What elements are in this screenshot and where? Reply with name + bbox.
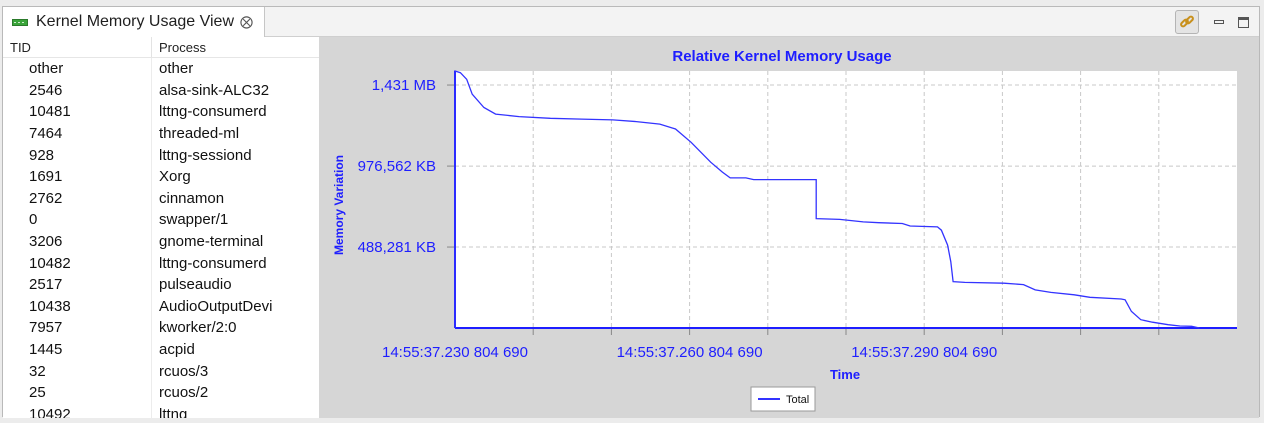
column-header-tid[interactable]: TID [3, 37, 152, 57]
table-row[interactable]: 10481 lttng-consumerd [3, 101, 319, 123]
cell-process: AudioOutputDevi [159, 297, 273, 315]
kernel-memory-usage-view: Kernel Memory Usage View ⨂ TID Process o… [2, 6, 1260, 418]
cell-process: rcuos/2 [159, 384, 209, 402]
cell-tid: 32 [3, 360, 152, 382]
series-line-total [454, 70, 1200, 329]
table-row[interactable]: 25 rcuos/2 [3, 381, 319, 404]
table-row[interactable]: 0 swapper/1 [3, 209, 319, 231]
y-axis-label: Memory Variation [332, 155, 346, 255]
table-row[interactable]: 2762 cinnamon [3, 187, 319, 210]
table-row[interactable]: 7957 kworker/2:0 [3, 317, 319, 339]
cell-process: Xorg [159, 168, 191, 186]
cell-process: lttng-consumerd [159, 103, 267, 121]
y-tick-label: 1,431 MB [372, 77, 436, 94]
cell-tid: 10438 [3, 295, 152, 318]
memory-chart: Relative Kernel Memory Usage 1,431 MB 976,… [319, 37, 1259, 418]
table-row[interactable]: 2546 alsa-sink-ALC32 [3, 79, 319, 102]
x-tick-label: 14:55:37.290 804 690 [851, 344, 997, 361]
cell-process: rcuos/3 [159, 362, 209, 380]
cell-tid: 10492 [3, 403, 152, 418]
cell-tid: 928 [3, 144, 152, 166]
table-body: other other 2546 alsa-sink-ALC32 10481 lttng-… [3, 58, 319, 418]
minimize-icon [1214, 20, 1224, 24]
table-row[interactable]: 1445 acpid [3, 338, 319, 361]
legend-entry: Total [786, 394, 809, 406]
cell-tid: 2517 [3, 273, 152, 296]
cell-tid: 7957 [3, 317, 152, 339]
memory-chart-svg: Relative Kernel Memory Usage 1,431 MB 976,… [332, 48, 1237, 412]
view-toolbar [1175, 10, 1253, 34]
cell-process: threaded-ml [159, 125, 240, 143]
maximize-button[interactable] [1233, 10, 1253, 34]
table-row[interactable]: 10492 lttng [3, 403, 319, 418]
column-header-process[interactable]: Process [159, 39, 206, 55]
cell-process: lttng-consumerd [159, 254, 267, 272]
table-row[interactable]: 10482 lttng-consumerd [3, 252, 319, 274]
link-button[interactable] [1175, 10, 1199, 34]
table-row[interactable]: 1691 Xorg [3, 165, 319, 188]
cell-tid: 1691 [3, 165, 152, 188]
table-row[interactable]: other other [3, 58, 319, 80]
cell-tid: 7464 [3, 122, 152, 145]
cell-process: other [159, 60, 194, 78]
view-title: Kernel Memory Usage View [36, 13, 235, 30]
close-icon[interactable]: ⨂ [240, 14, 254, 29]
cell-process: lttng [159, 405, 188, 418]
table-row[interactable]: 10438 AudioOutputDevi [3, 295, 319, 318]
y-tick-label: 976,562 KB [358, 158, 436, 175]
table-row[interactable]: 32 rcuos/3 [3, 360, 319, 382]
cell-tid: 0 [3, 209, 152, 231]
table-row[interactable]: 928 lttng-sessiond [3, 144, 319, 166]
minimize-button[interactable] [1209, 10, 1229, 34]
cell-process: kworker/2:0 [159, 319, 237, 337]
chart-title: Relative Kernel Memory Usage [672, 48, 891, 65]
cell-tid: 3206 [3, 230, 152, 253]
cell-process: gnome-terminal [159, 233, 264, 251]
cell-process: alsa-sink-ALC32 [159, 81, 270, 99]
cell-tid: other [3, 58, 152, 80]
cell-tid: 10482 [3, 252, 152, 274]
cell-tid: 1445 [3, 338, 152, 361]
table-row[interactable]: 7464 threaded-ml [3, 122, 319, 145]
table-row[interactable]: 2517 pulseaudio [3, 273, 319, 296]
process-table: TID Process other other 2546 alsa-sink-ALC3… [3, 37, 319, 418]
x-tick-label: 14:55:37.260 804 690 [617, 344, 763, 361]
view-titlebar: Kernel Memory Usage View ⨂ [3, 7, 1259, 37]
cell-process: pulseaudio [159, 276, 232, 294]
cell-process: lttng-sessiond [159, 146, 252, 164]
x-tick-label: 14:55:37.230 804 690 [382, 344, 528, 361]
cell-tid: 10481 [3, 101, 152, 123]
cell-process: cinnamon [159, 189, 225, 207]
y-tick-label: 488,281 KB [358, 239, 436, 256]
memory-icon [12, 18, 28, 26]
maximize-icon [1237, 16, 1249, 28]
cell-process: acpid [159, 341, 195, 359]
cell-process: swapper/1 [159, 211, 229, 229]
cell-tid: 25 [3, 381, 152, 404]
x-axis-label: Time [830, 367, 860, 382]
view-tab[interactable]: Kernel Memory Usage View ⨂ [3, 7, 265, 37]
cell-tid: 2546 [3, 79, 152, 102]
cell-tid: 2762 [3, 187, 152, 210]
table-header: TID Process [3, 37, 319, 58]
link-chain-icon [1180, 15, 1194, 28]
table-row[interactable]: 3206 gnome-terminal [3, 230, 319, 253]
